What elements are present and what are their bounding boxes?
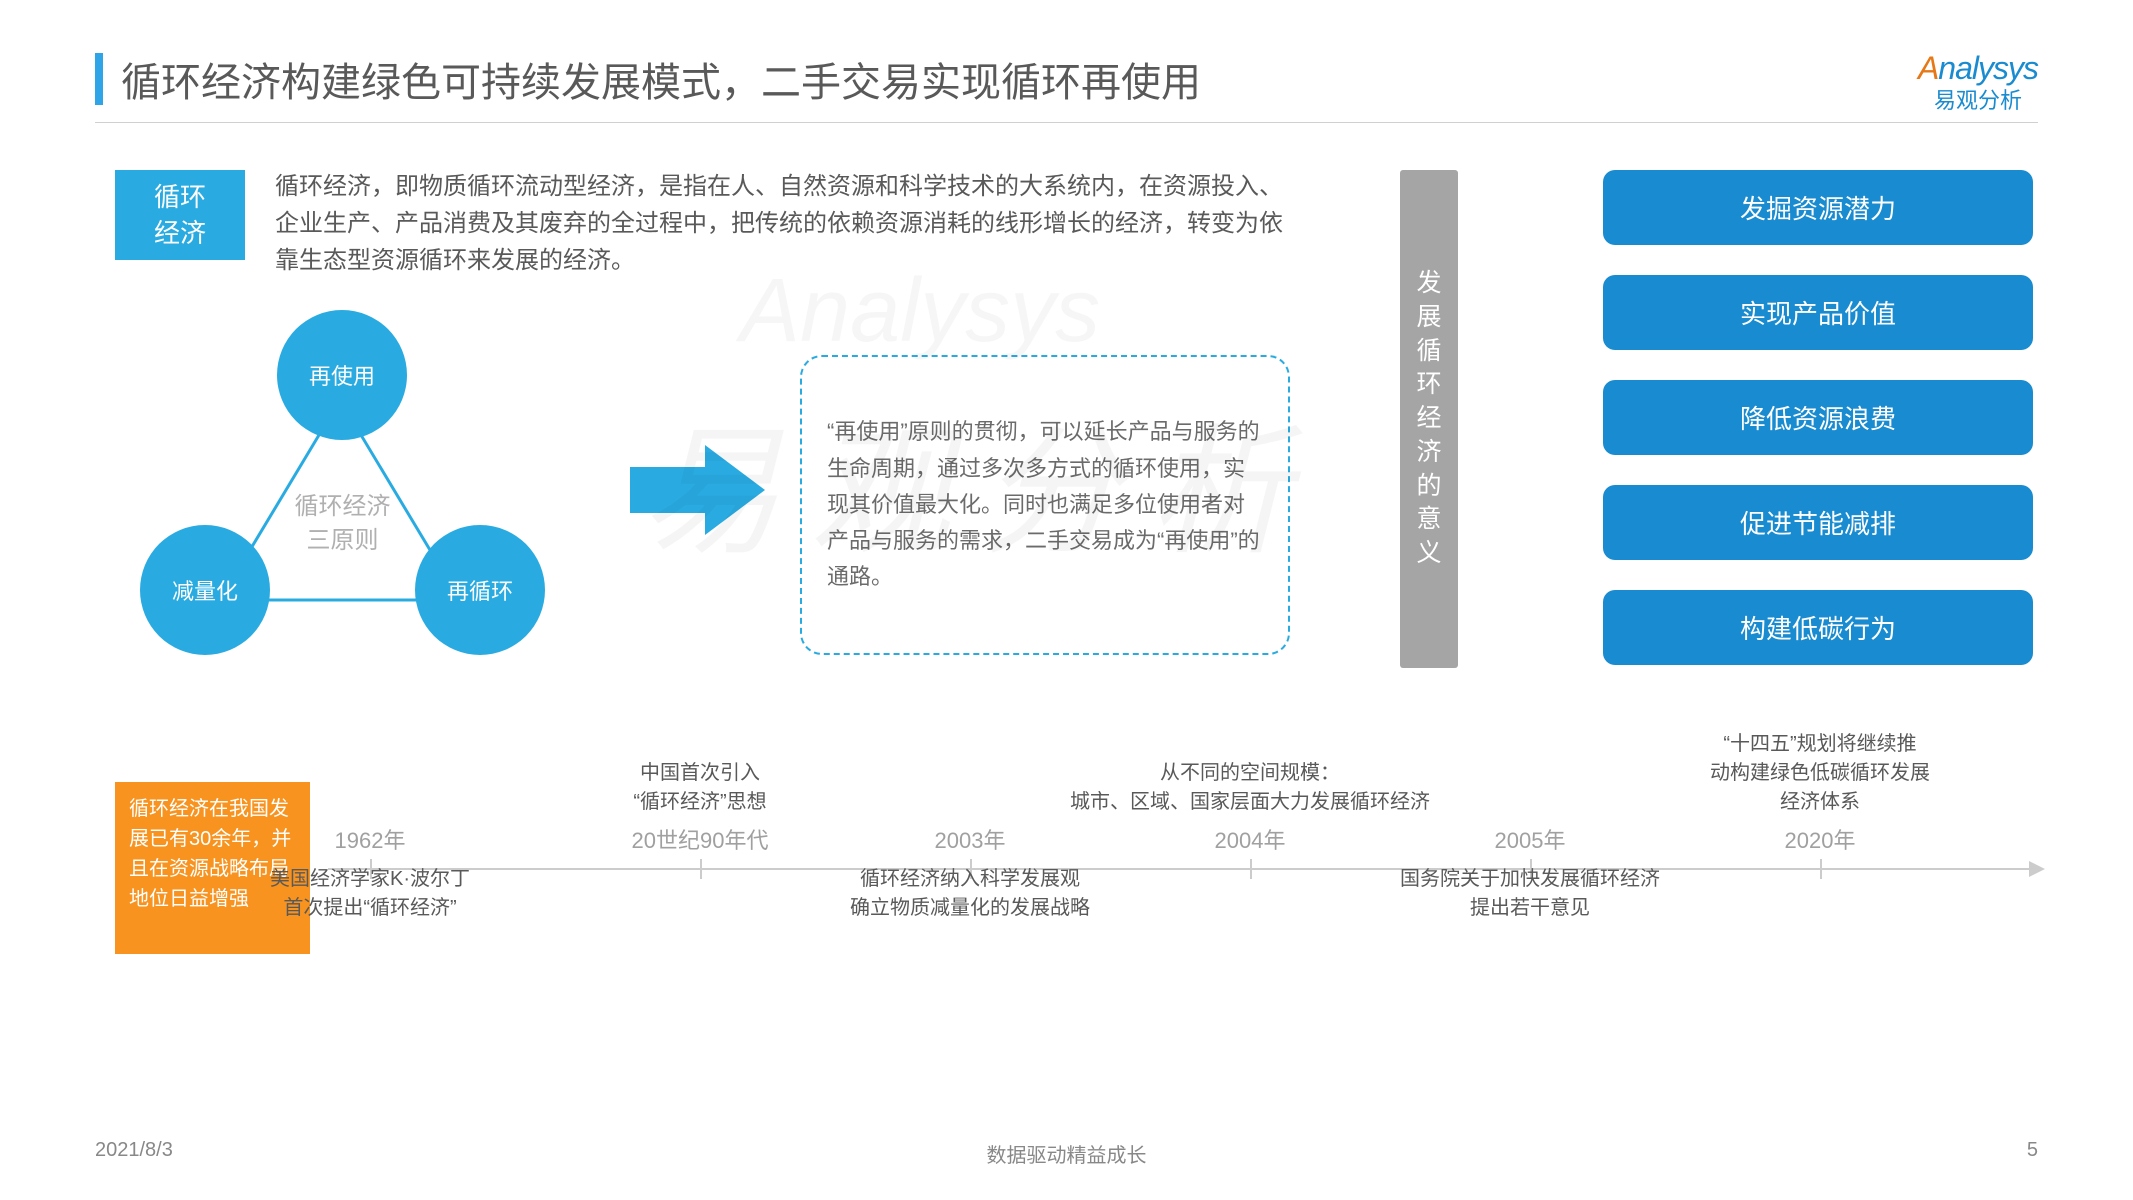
explanation-text: “再使用”原则的贯彻，可以延长产品与服务的生命周期，通过多次多方式的循环使用，实…: [827, 414, 1263, 595]
benefit-pill-4: 构建低碳行为: [1603, 590, 2033, 665]
header: 循环经济构建绿色可持续发展模式，二手交易实现循环再使用 Analysys 易观分…: [95, 50, 2038, 115]
timeline-lower: 美国经济学家K·波尔丁首次提出“循环经济”: [210, 865, 530, 923]
benefit-pill-2: 降低资源浪费: [1603, 380, 2033, 455]
timeline-lower: 国务院关于加快发展循环经济提出若干意见: [1370, 865, 1690, 923]
timeline-item-4: 2005年国务院关于加快发展循环经济提出若干意见: [1370, 730, 1690, 923]
tag-line1: 循环: [154, 179, 206, 215]
triangle-diagram: 循环经济 三原则 再使用 减量化 再循环: [115, 300, 570, 675]
node-reduce: 减量化: [140, 525, 270, 655]
benefit-pills: 发掘资源潜力实现产品价值降低资源浪费促进节能减排构建低碳行为: [1603, 170, 2033, 665]
definition-text: 循环经济，即物质循环流动型经济，是指在人、自然资源和科学技术的大系统内，在资源投…: [275, 168, 1295, 280]
timeline-lower: 循环经济纳入科学发展观确立物质减量化的发展战略: [810, 865, 1130, 923]
timeline-item-5: “十四五”规划将继续推动构建绿色低碳循环发展经济体系2020年: [1660, 730, 1980, 865]
brand-logo: Analysys 易观分析: [1918, 50, 2038, 115]
title-wrap: 循环经济构建绿色可持续发展模式，二手交易实现循环再使用: [95, 50, 1201, 108]
footer-page: 5: [2027, 1139, 2038, 1162]
vertical-heading: 发展循环经济的意义: [1400, 170, 1458, 668]
benefit-pill-0: 发掘资源潜力: [1603, 170, 2033, 245]
benefit-pill-3: 促进节能减排: [1603, 485, 2033, 560]
logo-cn: 易观分析: [1934, 83, 2022, 115]
title-accent-bar: [95, 53, 103, 105]
arrow-icon: [630, 445, 765, 535]
footer-center: 数据驱动精益成长: [987, 1139, 1147, 1168]
footer: 2021/8/3 数据驱动精益成长 5: [0, 1139, 2133, 1162]
timeline-upper: [1370, 730, 1690, 825]
footer-date: 2021/8/3: [95, 1139, 173, 1162]
timeline-axis: [328, 868, 2033, 870]
timeline-year: 2020年: [1660, 825, 1980, 857]
node-reuse: 再使用: [277, 310, 407, 440]
header-divider: [95, 122, 2038, 123]
node-recycle: 再循环: [415, 525, 545, 655]
explanation-box: “再使用”原则的贯彻，可以延长产品与服务的生命周期，通过多次多方式的循环使用，实…: [800, 355, 1290, 655]
page-title: 循环经济构建绿色可持续发展模式，二手交易实现循环再使用: [121, 50, 1201, 108]
benefit-pill-1: 实现产品价值: [1603, 275, 2033, 350]
timeline-item-0: 1962年美国经济学家K·波尔丁首次提出“循环经济”: [210, 730, 530, 923]
timeline-upper: “十四五”规划将继续推动构建绿色低碳循环发展经济体系: [1660, 730, 1980, 825]
timeline-year: 2005年: [1370, 825, 1690, 857]
tag-circular-economy: 循环 经济: [115, 170, 245, 260]
tag-line2: 经济: [154, 215, 206, 251]
timeline-year: 1962年: [210, 825, 530, 857]
logo-en: Analysys: [1918, 50, 2038, 87]
timeline-upper: [210, 730, 530, 825]
